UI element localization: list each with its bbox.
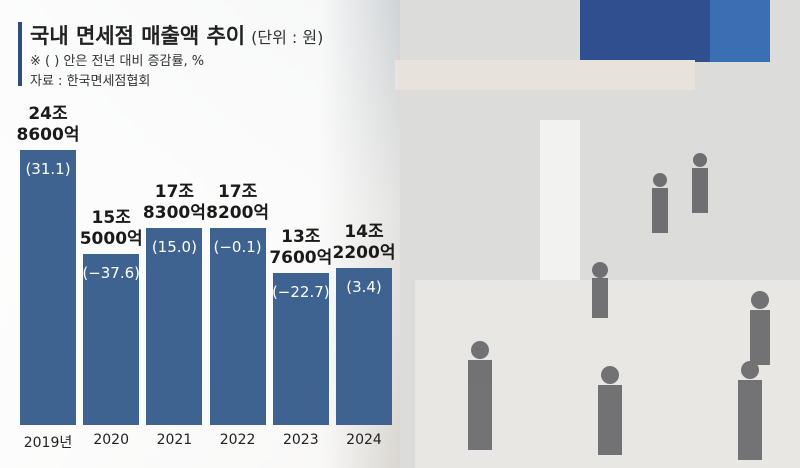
unit-label: (단위 : 원) <box>251 28 324 47</box>
bar <box>83 253 140 425</box>
value-label: 17조 8200억 <box>206 181 270 223</box>
value-label: 24조 8600억 <box>16 104 80 145</box>
growth-label: (31.1) <box>25 160 71 178</box>
note: ※ ( ) 안은 전년 대비 증감률, % <box>30 54 205 69</box>
x-tick-label: 2019년 <box>23 435 73 451</box>
bar <box>209 227 266 425</box>
source: 자료 : 한국면세점협회 <box>30 74 151 89</box>
growth-label: (3.4) <box>346 277 382 296</box>
x-tick-label: 2024 <box>346 432 382 448</box>
x-tick-label: 2021 <box>156 432 193 448</box>
bar <box>20 150 76 425</box>
value-label: 14조 2200억 <box>332 221 396 263</box>
growth-label: (−37.6) <box>82 263 141 282</box>
title-row: 국내 면세점 매출액 추이 (단위 : 원) <box>30 20 323 50</box>
bar <box>336 267 392 425</box>
value-label: 13조 7600억 <box>269 226 333 268</box>
bar <box>272 272 329 425</box>
growth-label: (−22.7) <box>271 282 330 301</box>
growth-label: (15.0) <box>151 237 197 256</box>
value-label: 15조 5000억 <box>79 207 143 249</box>
title-accent <box>18 22 22 86</box>
bar <box>146 227 203 425</box>
value-label: 17조 8300억 <box>142 181 206 223</box>
chart-title: 국내 면세점 매출액 추이 <box>30 24 246 48</box>
x-tick-label: 2023 <box>282 432 319 448</box>
x-tick-label: 2022 <box>219 432 256 448</box>
x-tick-label: 2020 <box>93 432 129 448</box>
growth-label: (−0.1) <box>213 237 262 256</box>
